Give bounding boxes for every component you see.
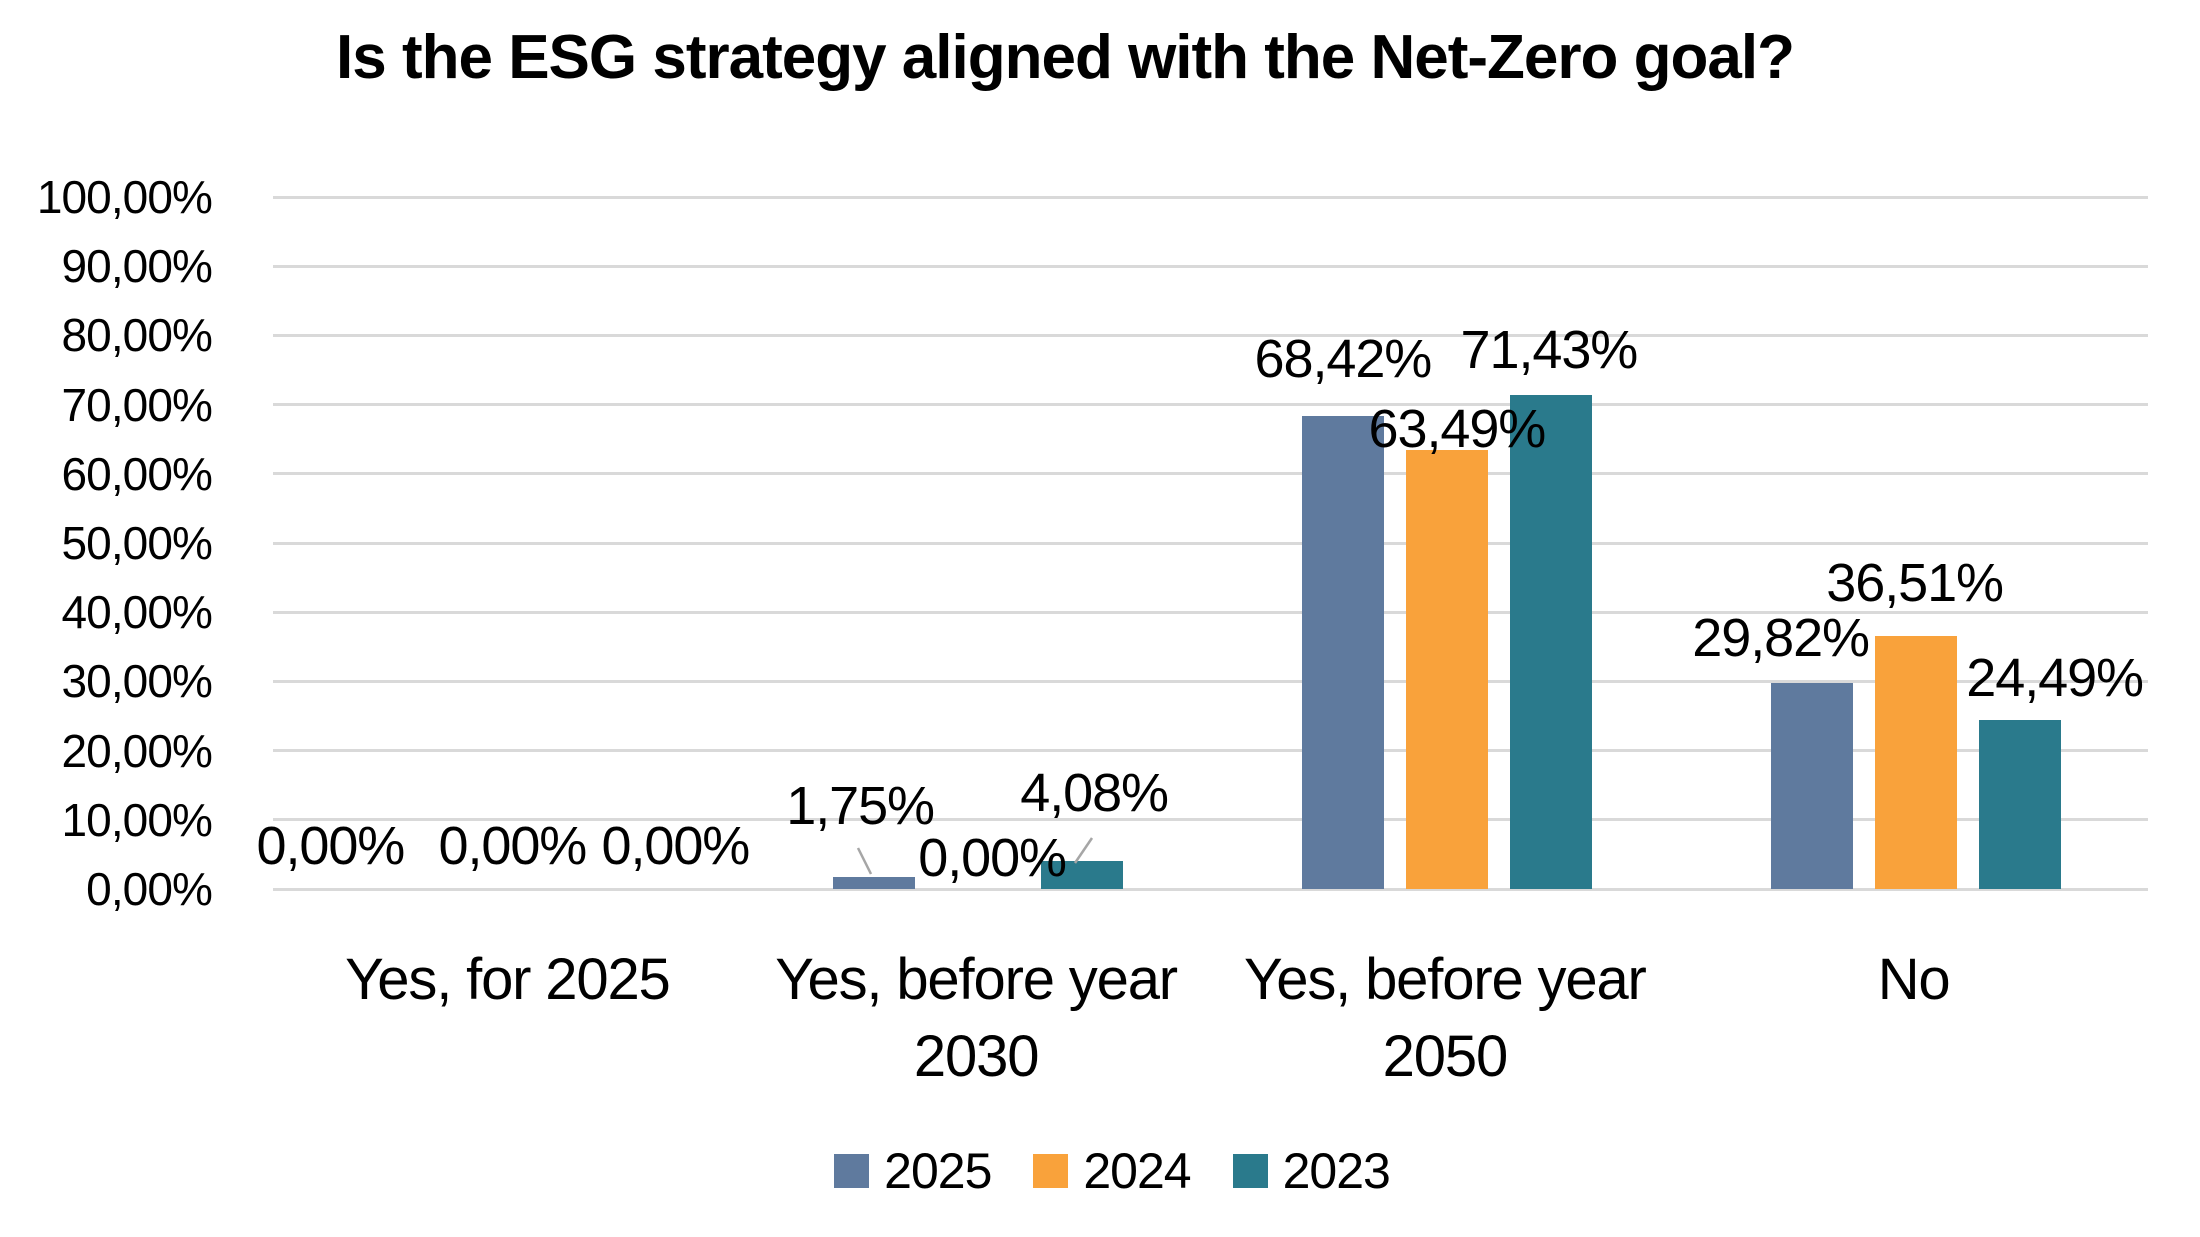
y-tick-label: 70,00% — [61, 378, 213, 431]
gridline-30,00% — [273, 679, 2148, 683]
data-label-2025-category-4: 29,82% — [1692, 607, 1870, 668]
y-tick-label: 10,00% — [61, 793, 213, 846]
gridline-40,00% — [273, 610, 2148, 614]
bar-2025-category-4 — [1770, 682, 1853, 889]
y-tick-label: 40,00% — [61, 586, 213, 639]
legend-swatch-2025 — [834, 1154, 870, 1188]
y-tick-label: 50,00% — [61, 517, 213, 569]
data-label-2025-category-1: 0,00% — [256, 816, 406, 876]
y-tick-label: 60,00% — [61, 447, 213, 500]
bar-2025-category-3 — [1301, 415, 1384, 889]
gridline-80,00% — [273, 333, 2148, 337]
bar-2024-category-3 — [1405, 449, 1488, 889]
y-tick-label: 30,00% — [61, 655, 213, 708]
category-label-2: Yes, before year 2030 — [775, 947, 1178, 1089]
legend-item-2024: 2024 — [1033, 1143, 1192, 1199]
data-label-2023-category-1: 0,00% — [601, 816, 751, 876]
legend-label-2025: 2025 — [884, 1143, 992, 1199]
category-label-1: Yes, for 2025 — [345, 947, 671, 1012]
y-tick-label: 100,00% — [36, 171, 213, 223]
data-label-2025-category-3: 68,42% — [1254, 328, 1433, 389]
leader-line-2 — [1073, 837, 1094, 864]
data-label-2023-category-4: 24,49% — [1966, 647, 2144, 708]
bar-2023-category-2 — [1041, 860, 1124, 889]
bar-2024-category-4 — [1874, 636, 1957, 889]
y-tick-label: 80,00% — [61, 309, 213, 362]
legend-label-2024: 2024 — [1083, 1143, 1191, 1199]
legend-label-2023: 2023 — [1282, 1143, 1391, 1199]
category-label-4: No — [1877, 947, 1951, 1012]
gridline-0,00% — [273, 887, 2148, 891]
gridline-10,00% — [273, 818, 2148, 822]
legend-item-2025: 2025 — [834, 1143, 992, 1199]
gridline-60,00% — [273, 472, 2148, 476]
gridline-50,00% — [273, 541, 2148, 545]
y-tick-label: 0,00% — [86, 863, 213, 915]
chart-title: Is the ESG strategy aligned with the Net… — [336, 23, 1795, 92]
gridline-70,00% — [273, 403, 2148, 407]
bar-2023-category-4 — [1978, 719, 2061, 889]
data-label-2024-category-1: 0,00% — [438, 816, 588, 876]
y-tick-label: 20,00% — [61, 724, 213, 777]
data-label-2025-category-2: 1,75% — [786, 775, 935, 836]
legend-swatch-2023 — [1232, 1154, 1268, 1188]
data-label-2023-category-2: 4,08% — [1020, 762, 1169, 823]
gridline-90,00% — [273, 264, 2148, 268]
data-label-2024-category-4: 36,51% — [1826, 553, 2004, 614]
data-label-2024-category-2: 0,00% — [918, 828, 1067, 888]
data-label-2023-category-3: 71,43% — [1460, 319, 1639, 380]
bar-2023-category-3 — [1509, 394, 1592, 889]
legend: 2025 2024 2023 — [12, 1146, 2200, 1196]
gridline-20,00% — [273, 749, 2148, 753]
y-tick-label: 90,00% — [61, 240, 213, 293]
bar-2025-category-2 — [833, 876, 916, 889]
category-label-3: Yes, before year 2050 — [1244, 947, 1647, 1089]
leader-line-1 — [856, 847, 873, 875]
data-label-2024-category-3: 63,49% — [1368, 398, 1547, 459]
legend-swatch-2024 — [1033, 1154, 1069, 1188]
legend-item-2023: 2023 — [1232, 1143, 1391, 1199]
gridline-100,00% — [273, 195, 2148, 199]
